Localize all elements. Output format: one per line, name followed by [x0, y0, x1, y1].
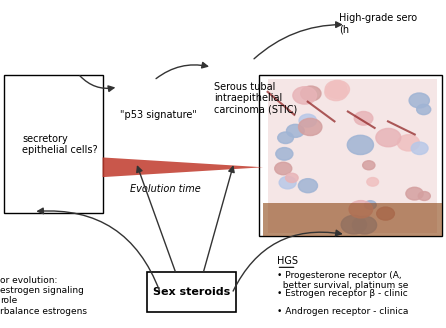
Circle shape [276, 148, 293, 160]
Circle shape [376, 129, 401, 147]
FancyBboxPatch shape [268, 79, 437, 233]
Circle shape [279, 176, 296, 189]
Circle shape [418, 192, 430, 200]
Circle shape [298, 118, 322, 135]
Circle shape [406, 187, 423, 200]
Text: • Estrogen receptor β - clinic: • Estrogen receptor β - clinic [277, 289, 407, 297]
Circle shape [354, 112, 373, 125]
Text: HGS: HGS [277, 256, 297, 266]
Circle shape [347, 135, 373, 154]
Polygon shape [103, 157, 263, 177]
FancyBboxPatch shape [147, 272, 236, 312]
Text: "p53 signature": "p53 signature" [120, 110, 197, 120]
Circle shape [275, 162, 292, 175]
Circle shape [298, 179, 318, 193]
FancyBboxPatch shape [263, 203, 442, 236]
Circle shape [325, 80, 350, 98]
Circle shape [397, 135, 420, 151]
Circle shape [352, 216, 376, 234]
Circle shape [286, 124, 304, 137]
Circle shape [341, 215, 367, 234]
Circle shape [349, 201, 372, 218]
Circle shape [301, 86, 321, 101]
Circle shape [278, 132, 293, 144]
FancyBboxPatch shape [259, 75, 442, 236]
Circle shape [364, 201, 376, 209]
Text: or evolution:
estrogen signaling
role
rbalance estrogens: or evolution: estrogen signaling role rb… [0, 276, 87, 316]
Circle shape [293, 87, 317, 104]
Text: secretory
epithelial cells?: secretory epithelial cells? [22, 133, 98, 155]
Circle shape [409, 93, 429, 108]
Circle shape [417, 104, 431, 115]
Text: • Androgen receptor - clinica: • Androgen receptor - clinica [277, 307, 408, 316]
Circle shape [325, 84, 347, 101]
Circle shape [377, 207, 394, 220]
FancyBboxPatch shape [4, 75, 103, 213]
Circle shape [328, 81, 347, 94]
Circle shape [367, 177, 379, 186]
Circle shape [363, 161, 375, 170]
Circle shape [299, 114, 317, 127]
Text: High-grade sero
(h: High-grade sero (h [339, 13, 417, 35]
Text: Evolution time: Evolution time [130, 184, 200, 194]
Text: • Progesterone receptor (A,
  better survival, platinum se: • Progesterone receptor (A, better survi… [277, 271, 408, 290]
Circle shape [285, 173, 298, 182]
Circle shape [411, 142, 428, 154]
Text: Serous tubal
intraepithelial
carcinoma (STIC): Serous tubal intraepithelial carcinoma (… [214, 82, 297, 115]
Text: Sex steroids: Sex steroids [153, 287, 231, 297]
